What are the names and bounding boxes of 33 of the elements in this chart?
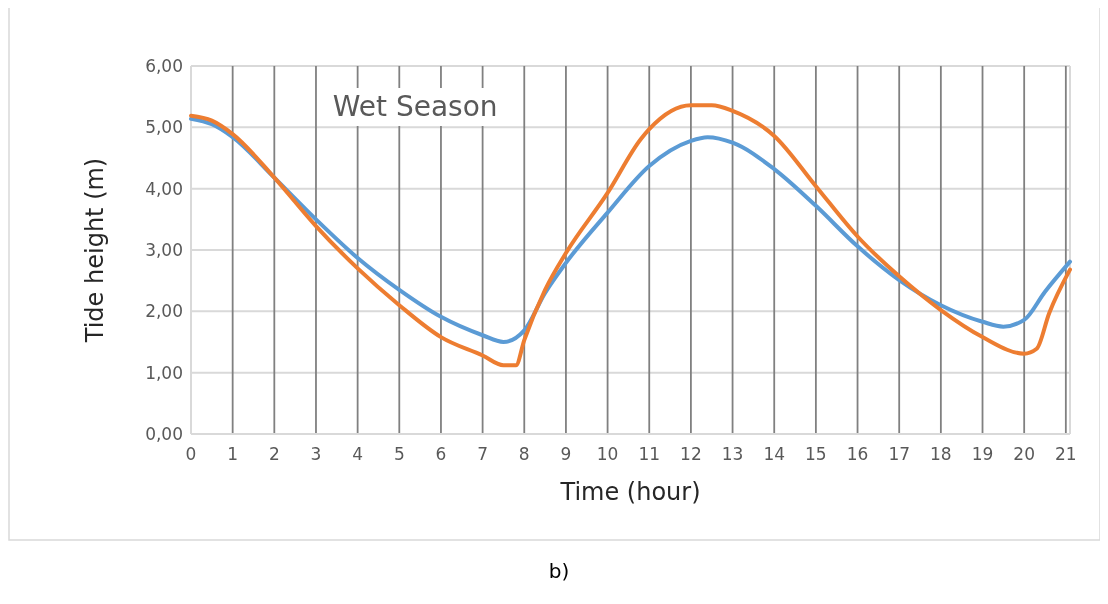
x-tick-label: 7 [477, 444, 489, 464]
x-tick-label: 4 [352, 444, 364, 464]
x-tick-label: 1 [227, 444, 239, 464]
text: Wet Season [332, 90, 498, 123]
x-tick-label: 12 [680, 444, 702, 464]
y-tick-label: 1,00 [145, 362, 183, 383]
y-tick-label: 6,00 [145, 55, 183, 76]
x-tick-label: 20 [1013, 444, 1035, 464]
x-tick-label: 18 [930, 444, 952, 464]
y-axis-title: Tide height (m) [81, 157, 109, 344]
y-tick-label: 4,00 [145, 178, 183, 199]
y-tick-label: 5,00 [145, 117, 183, 138]
x-tick-label: 2 [268, 444, 280, 464]
text: b) [548, 559, 570, 583]
x-tick-label: 21 [1055, 444, 1077, 464]
x-tick-label: 0 [185, 444, 197, 464]
x-tick-label: 3 [310, 444, 322, 464]
y-tick-label: 3,00 [145, 239, 183, 260]
x-tick-label: 13 [721, 444, 744, 464]
x-tick-label: 14 [763, 444, 786, 464]
x-axis-title: Time (hour) [559, 478, 701, 506]
x-tick-label: 8 [518, 444, 530, 464]
x-tick-label: 10 [596, 444, 619, 464]
x-tick-label: 19 [971, 444, 994, 464]
y-tick-label: 2,00 [145, 301, 183, 322]
y-tick-label: 0,00 [145, 423, 183, 444]
x-tick-label: 5 [393, 444, 405, 464]
x-tick-label: 6 [435, 444, 447, 464]
x-tick-label: 16 [846, 444, 869, 464]
x-tick-label: 17 [888, 444, 911, 464]
x-tick-label: 11 [638, 444, 661, 464]
x-tick-label: 15 [805, 444, 827, 464]
x-tick-label: 9 [560, 444, 572, 464]
